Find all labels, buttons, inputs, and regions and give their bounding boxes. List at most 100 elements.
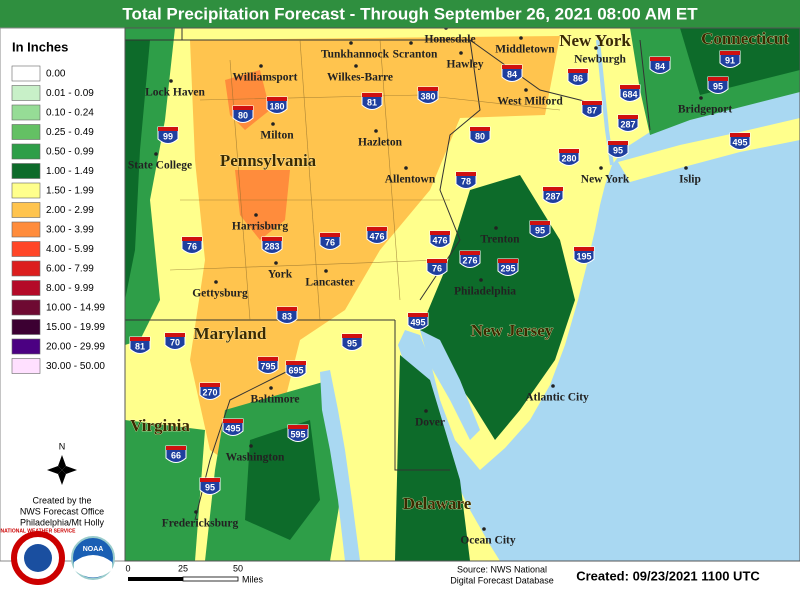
legend-swatch [11,338,41,355]
state-borders [125,28,651,521]
interstate-number: 295 [500,263,515,273]
interstate-shield-top [277,307,297,311]
city-label: State College [128,160,192,172]
legend-label: 1.00 - 1.49 [46,166,94,177]
legend-label: 0.10 - 0.24 [46,108,94,119]
interstate-number: 180 [269,101,284,111]
compass-label: N [59,441,66,451]
city-dot [409,41,413,45]
interstate-shield-top [367,227,387,231]
interstate-number: 70 [170,337,180,347]
city-label: Tunkhannock [321,49,390,61]
interstate-shield-top [200,383,220,387]
city-label: Newburgh [574,54,626,66]
interstate-shield-top [200,478,220,482]
legend-swatch [11,104,41,121]
interstate-shield-top [408,313,428,317]
legend-label: 6.00 - 7.99 [46,264,94,275]
interstate-shield [164,332,186,350]
interstate-number: 76 [432,263,442,273]
city-label: West Milford [497,96,563,108]
interstate-number: 476 [432,235,447,245]
legend-label: 0.00 [46,69,66,80]
interstate-shield-top [498,259,518,263]
scale-unit: Miles [242,574,264,584]
interstate-number: 95 [205,482,215,492]
city-dot [594,46,598,50]
interstate-shield [501,64,523,82]
interstate-number: 495 [225,423,240,433]
noaa-logo-text: NOAA [83,546,104,553]
interstate-shield-top [618,115,638,119]
city-dot [354,64,358,68]
legend-swatch [11,182,41,199]
city-dot [551,384,555,388]
legend-label: 10.00 - 14.99 [46,303,105,314]
city-dot [154,152,158,156]
interstate-shield-top [430,231,450,235]
legend-swatch [11,358,41,374]
interstate-number: 76 [325,237,335,247]
legend-swatch [11,163,41,179]
city-label: York [268,269,293,281]
interstate-shield [429,230,451,248]
city-dot [424,409,428,413]
interstate-shield [165,445,187,463]
interstate-number: 695 [288,365,303,375]
legend-swatch [11,280,41,296]
title-bar [0,0,800,28]
interstate-shield-top [543,187,563,191]
city-label: Wilkes-Barre [327,72,393,84]
interstate-shield [287,424,309,442]
city-label: Washington [226,452,285,464]
credit: Created by the [32,495,91,505]
interstate-number: 287 [545,191,560,201]
city-label: Milton [260,130,294,142]
interstate-shield [261,236,283,254]
interstate-shield-top [460,251,480,255]
interstate-shield-top [362,93,382,97]
zone-darkgreen-de [395,355,470,561]
interstate-shield-top [608,141,628,145]
state-label: Maryland [194,324,267,343]
legend-swatch [11,124,41,140]
interstate-shield-top [427,259,447,263]
legend-label: 1.50 - 1.99 [46,186,94,197]
interstate-shield [266,96,288,114]
interstate-shield [157,126,179,144]
labels: Pennsylvania New York Connecticut Maryland N… [128,28,790,547]
interstate-shield [407,312,429,330]
legend-title: In Inches [12,39,68,54]
city-label: Gettysburg [192,288,248,300]
interstate-shield [558,148,580,166]
source: Digital Forecast Database [450,575,554,585]
legend-swatch [11,85,41,101]
city-label: Hazleton [358,137,403,149]
interstate-number: 270 [202,387,217,397]
city-label: Trenton [480,234,520,246]
interstate-shield [199,382,221,400]
interstate-shield [567,68,589,86]
interstate-shield [319,232,341,250]
interstate-number: 81 [367,97,377,107]
interstate-number: 95 [713,81,723,91]
interstate-shield-top [182,237,202,241]
city-dot [259,64,263,68]
interstate-shield-top [582,101,602,105]
map-frame [124,27,800,562]
interstate-shield [729,132,751,150]
city-label: Baltimore [251,394,300,406]
interstate-number: 476 [369,231,384,241]
interstate-number: 87 [587,105,597,115]
interstate-shield [459,250,481,268]
state-label: Delaware [403,494,472,513]
noaa-logo [71,536,115,580]
city-dot [494,226,498,230]
interstate-number: 380 [420,91,435,101]
city-dot [599,166,603,170]
interstate-shield-top [456,172,476,176]
interstate-number: 66 [171,450,181,460]
interstate-shield-top [720,51,740,55]
interstate-number: 84 [655,61,665,71]
